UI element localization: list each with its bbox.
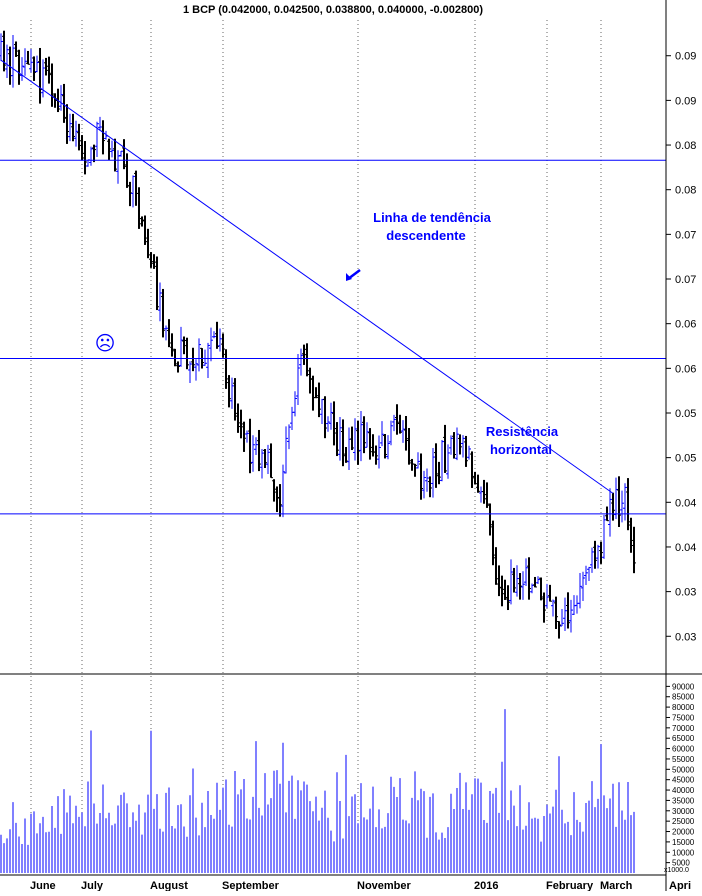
volume-tick-label: 65000	[672, 734, 695, 743]
volume-tick-label: 50000	[672, 765, 695, 774]
price-tick-label: 0.05	[675, 408, 696, 420]
price-tick-label: 0.03	[675, 587, 696, 599]
x-axis-label: July	[81, 880, 104, 891]
volume-tick-label: 35000	[672, 796, 695, 805]
price-tick-label: 0.09	[675, 51, 696, 63]
volume-tick-label: 60000	[672, 745, 695, 754]
x-axis-label: February	[546, 880, 594, 891]
resistance-annotation-line2: horizontal	[490, 442, 552, 457]
price-tick-label: 0.07	[675, 229, 696, 241]
volume-tick-label: 40000	[672, 786, 695, 795]
sad-face-icon: ☹	[95, 333, 116, 355]
trend-annotation-line1: Linha de tendência	[373, 210, 492, 225]
descending-trendline	[0, 59, 614, 494]
volume-tick-label: 90000	[672, 682, 695, 691]
x-axis-label: March	[600, 880, 633, 891]
arrow-pointer-icon	[346, 269, 361, 281]
price-tick-label: 0.08	[675, 140, 696, 152]
price-layer	[0, 30, 636, 639]
volume-layer	[0, 709, 635, 873]
resistance-annotation-line1: Resistência	[486, 424, 559, 439]
price-tick-label: 0.07	[675, 274, 696, 286]
x-axis-label: August	[150, 880, 188, 891]
volume-tick-label: 55000	[672, 755, 695, 764]
volume-tick-label: 45000	[672, 776, 695, 785]
price-tick-label: 0.06	[675, 319, 696, 331]
x-axis-label: Apri	[669, 880, 691, 891]
volume-tick-label: 75000	[672, 713, 695, 722]
x-axis-label: 2016	[474, 880, 498, 891]
price-tick-label: 0.08	[675, 185, 696, 197]
trend-annotation-line2: descendente	[386, 228, 465, 243]
volume-tick-label: 25000	[672, 817, 695, 826]
trendline-layer	[0, 59, 666, 515]
price-tick-label: 0.06	[675, 363, 696, 375]
volume-scale-label: x1000.0	[664, 867, 689, 874]
volume-tick-label: 85000	[672, 693, 695, 702]
volume-tick-label: 80000	[672, 703, 695, 712]
chart-title: 1 BCP (0.042000, 0.042500, 0.038800, 0.0…	[183, 4, 483, 16]
price-tick-label: 0.05	[675, 453, 696, 465]
price-tick-label: 0.09	[675, 95, 696, 107]
price-tick-label: 0.03	[675, 631, 696, 643]
volume-tick-label: 30000	[672, 807, 695, 816]
x-axis-label: June	[30, 880, 56, 891]
volume-tick-label: 70000	[672, 724, 695, 733]
volume-tick-label: 10000	[672, 848, 695, 857]
volume-tick-label: 5000	[672, 859, 690, 868]
x-axis-label: September	[222, 880, 280, 891]
volume-tick-label: 15000	[672, 838, 695, 847]
volume-tick-label: 20000	[672, 828, 695, 837]
x-axis-label: November	[357, 880, 412, 891]
price-tick-label: 0.04	[675, 542, 696, 554]
price-tick-label: 0.04	[675, 497, 696, 509]
